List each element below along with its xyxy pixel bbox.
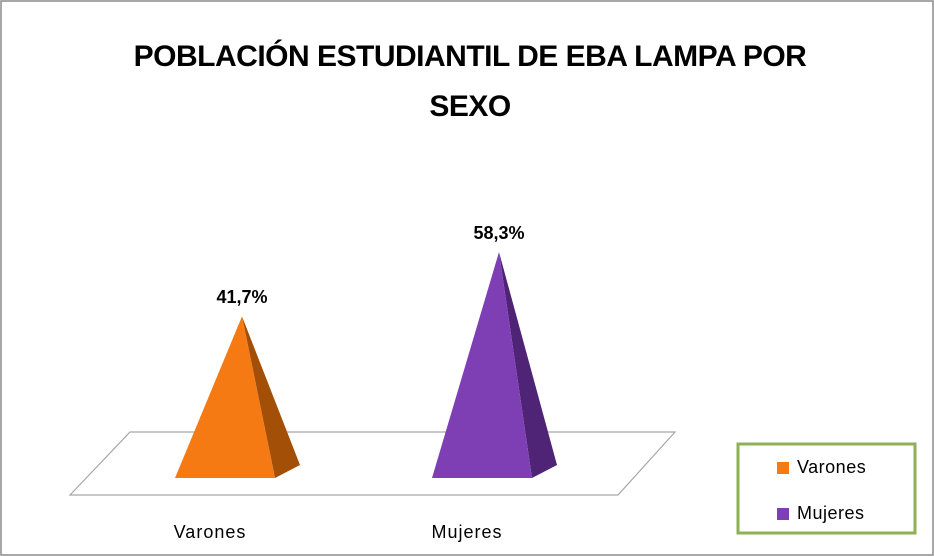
legend-swatch <box>777 462 789 474</box>
chart-title: POBLACIÓN ESTUDIANTIL DE EBA LAMPA POR S… <box>133 40 807 123</box>
pyramid <box>432 252 532 478</box>
legend-label: Mujeres <box>797 503 865 523</box>
data-label: 41,7% <box>216 287 267 307</box>
legend-box <box>736 442 917 535</box>
legend-label: Varones <box>797 457 866 477</box>
x-tick-label: Mujeres <box>431 522 502 542</box>
pyramid-side <box>242 316 300 478</box>
legend-swatch <box>777 508 789 520</box>
data-label: 58,3% <box>473 223 524 243</box>
floor <box>68 431 677 496</box>
pyramid-side <box>499 252 557 478</box>
pyramid <box>175 316 275 478</box>
x-tick-label: Varones <box>174 522 247 542</box>
